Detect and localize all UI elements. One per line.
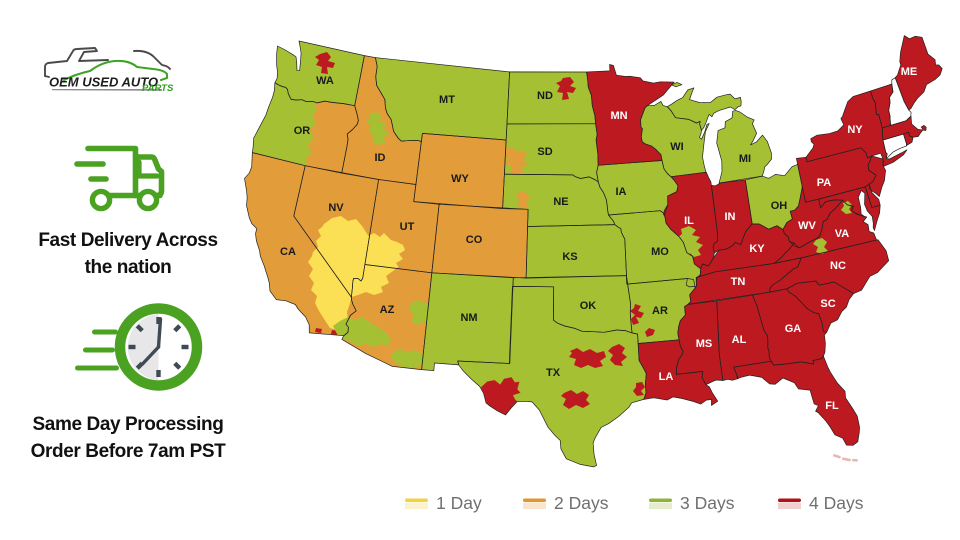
svg-text:AL: AL: [732, 334, 747, 346]
svg-text:MI: MI: [739, 153, 751, 165]
svg-text:IA: IA: [616, 186, 627, 198]
svg-text:TN: TN: [731, 276, 746, 288]
svg-text:OEM USED AUTO: OEM USED AUTO: [49, 75, 158, 90]
svg-text:MO: MO: [651, 246, 669, 258]
svg-text:1 Day: 1 Day: [436, 493, 482, 513]
svg-text:NE: NE: [553, 196, 568, 208]
svg-text:SC: SC: [820, 298, 835, 310]
svg-text:TX: TX: [546, 367, 561, 379]
svg-text:FL: FL: [825, 400, 839, 412]
svg-text:LA: LA: [659, 371, 674, 383]
svg-text:WA: WA: [316, 75, 334, 87]
svg-text:NV: NV: [328, 202, 344, 214]
svg-text:PARTS: PARTS: [142, 83, 174, 94]
svg-text:IN: IN: [725, 211, 736, 223]
svg-text:NM: NM: [460, 312, 477, 324]
svg-text:ND: ND: [537, 90, 553, 102]
svg-text:4 Days: 4 Days: [809, 493, 864, 513]
svg-text:OR: OR: [294, 125, 311, 137]
svg-text:PA: PA: [817, 177, 832, 189]
svg-text:WI: WI: [670, 141, 683, 153]
svg-text:2 Days: 2 Days: [554, 493, 609, 513]
svg-text:VA: VA: [835, 228, 850, 240]
svg-text:MN: MN: [610, 110, 627, 122]
svg-text:IL: IL: [684, 215, 694, 227]
svg-text:MT: MT: [439, 94, 455, 106]
svg-text:KS: KS: [562, 251, 577, 263]
svg-text:MS: MS: [696, 338, 713, 350]
svg-text:SD: SD: [537, 146, 552, 158]
svg-text:KY: KY: [749, 243, 765, 255]
svg-text:CA: CA: [280, 246, 296, 258]
svg-text:WV: WV: [798, 220, 816, 232]
svg-text:AR: AR: [652, 305, 668, 317]
svg-text:NY: NY: [847, 124, 863, 136]
svg-text:WY: WY: [451, 173, 469, 185]
svg-text:OH: OH: [771, 200, 788, 212]
svg-text:ME: ME: [901, 66, 918, 78]
svg-text:OK: OK: [580, 300, 597, 312]
svg-text:ID: ID: [375, 152, 386, 164]
svg-text:3 Days: 3 Days: [680, 493, 735, 513]
svg-text:NC: NC: [830, 260, 846, 272]
svg-text:CO: CO: [466, 234, 483, 246]
svg-text:AZ: AZ: [380, 304, 395, 316]
svg-text:UT: UT: [400, 221, 415, 233]
svg-text:GA: GA: [785, 323, 802, 335]
